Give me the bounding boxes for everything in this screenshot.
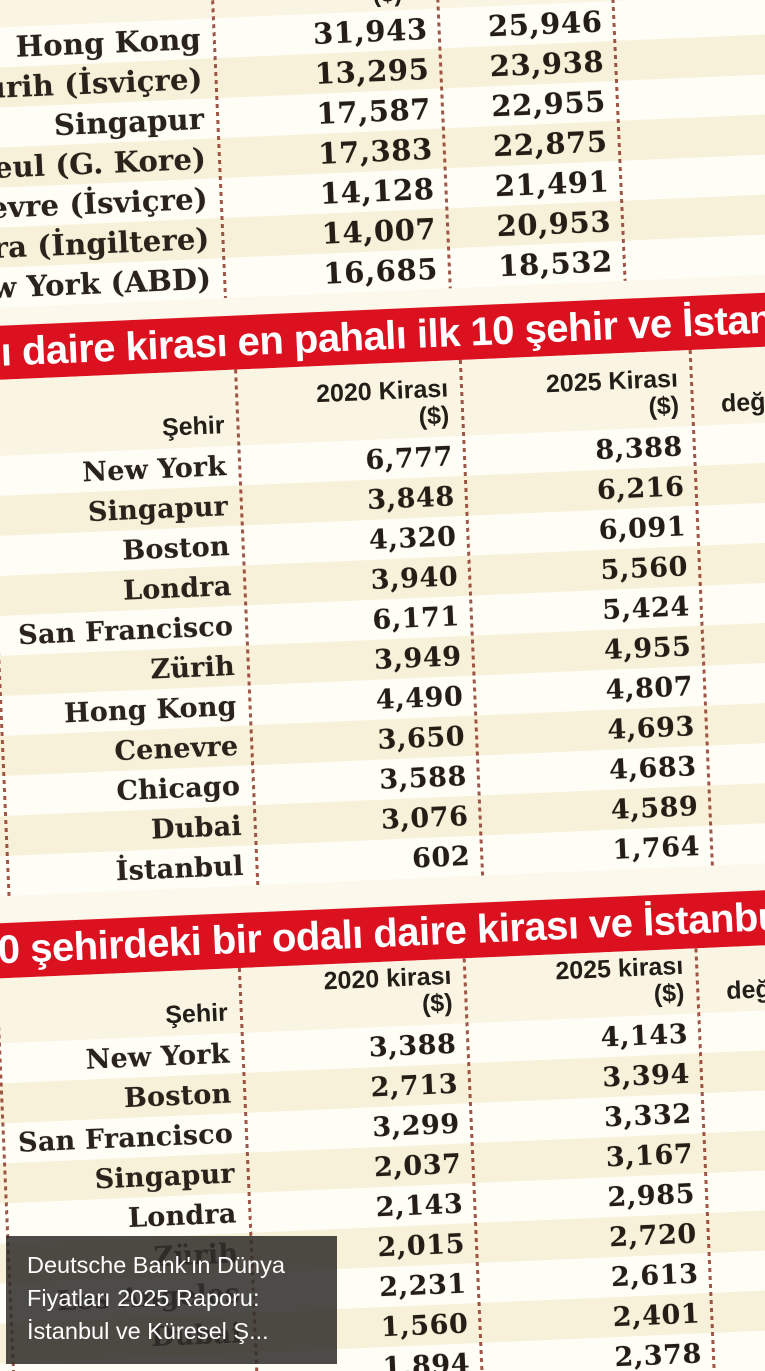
- header-2025-rent: 2025 kirası ($): [554, 951, 685, 1009]
- city-cell: New York (ABD): [0, 261, 212, 308]
- rent-2025-cell: 1,764: [611, 830, 701, 866]
- rent-2025-cell: 18,532: [497, 244, 614, 284]
- header-2025-rent: 2025 Kirası ($): [545, 364, 680, 421]
- caption-line: Deutsche Bank'ın Dünya: [27, 1252, 285, 1278]
- caption-line: Fiyatları 2025 Raporu:: [27, 1285, 260, 1311]
- header-2020-rent: 2020 kirası ($): [323, 961, 454, 1019]
- header-2020-rent: 2020 Kirası ($): [315, 374, 450, 431]
- caption-line: İstanbul ve Küresel Ş...: [27, 1318, 269, 1344]
- rent-2020-cell: 16,685: [322, 251, 439, 291]
- header-city: Şehir: [161, 411, 226, 442]
- news-caption-overlay[interactable]: Deutsche Bank'ın Dünya Fiyatları 2025 Ra…: [6, 1236, 337, 1364]
- table-rent-top10: Şehir 2020 Kirası ($) 2025 Kirası ($) deği…: [0, 334, 765, 898]
- rent-2020-cell: 602: [411, 840, 471, 874]
- header-city: Şehir: [164, 998, 229, 1030]
